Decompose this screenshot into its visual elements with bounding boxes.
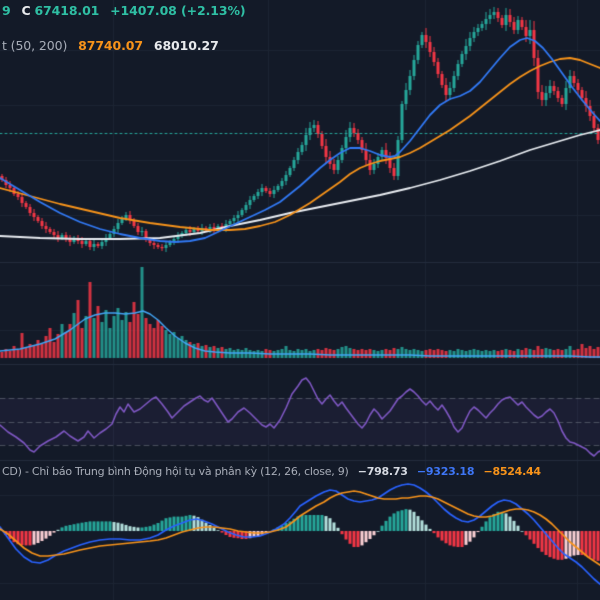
ma-legend: t (50, 200) 87740.07 68010.27 bbox=[2, 38, 226, 53]
close-label: C bbox=[21, 3, 31, 18]
ma200-value: 68010.27 bbox=[153, 38, 219, 53]
change-value: +1407.08 (+2.13%) bbox=[110, 3, 246, 18]
ma-label: t (50, 200) bbox=[2, 38, 68, 53]
macd-hist-value: −798.73 bbox=[357, 465, 408, 478]
macd-legend: CD) - Chỉ báo Trung bình Động hội tụ và … bbox=[2, 465, 547, 478]
ma50-value: 87740.07 bbox=[78, 38, 143, 53]
macd-line-value: −9323.18 bbox=[416, 465, 475, 478]
macd-label: CD) - Chỉ báo Trung bình Động hội tụ và … bbox=[2, 465, 349, 478]
price-legend-partial: 9 bbox=[2, 3, 11, 18]
close-value: 67418.01 bbox=[34, 3, 100, 18]
price-legend: 9 C 67418.01 +1407.08 (+2.13%) bbox=[2, 3, 252, 18]
macd-signal-value: −8524.44 bbox=[483, 465, 542, 478]
